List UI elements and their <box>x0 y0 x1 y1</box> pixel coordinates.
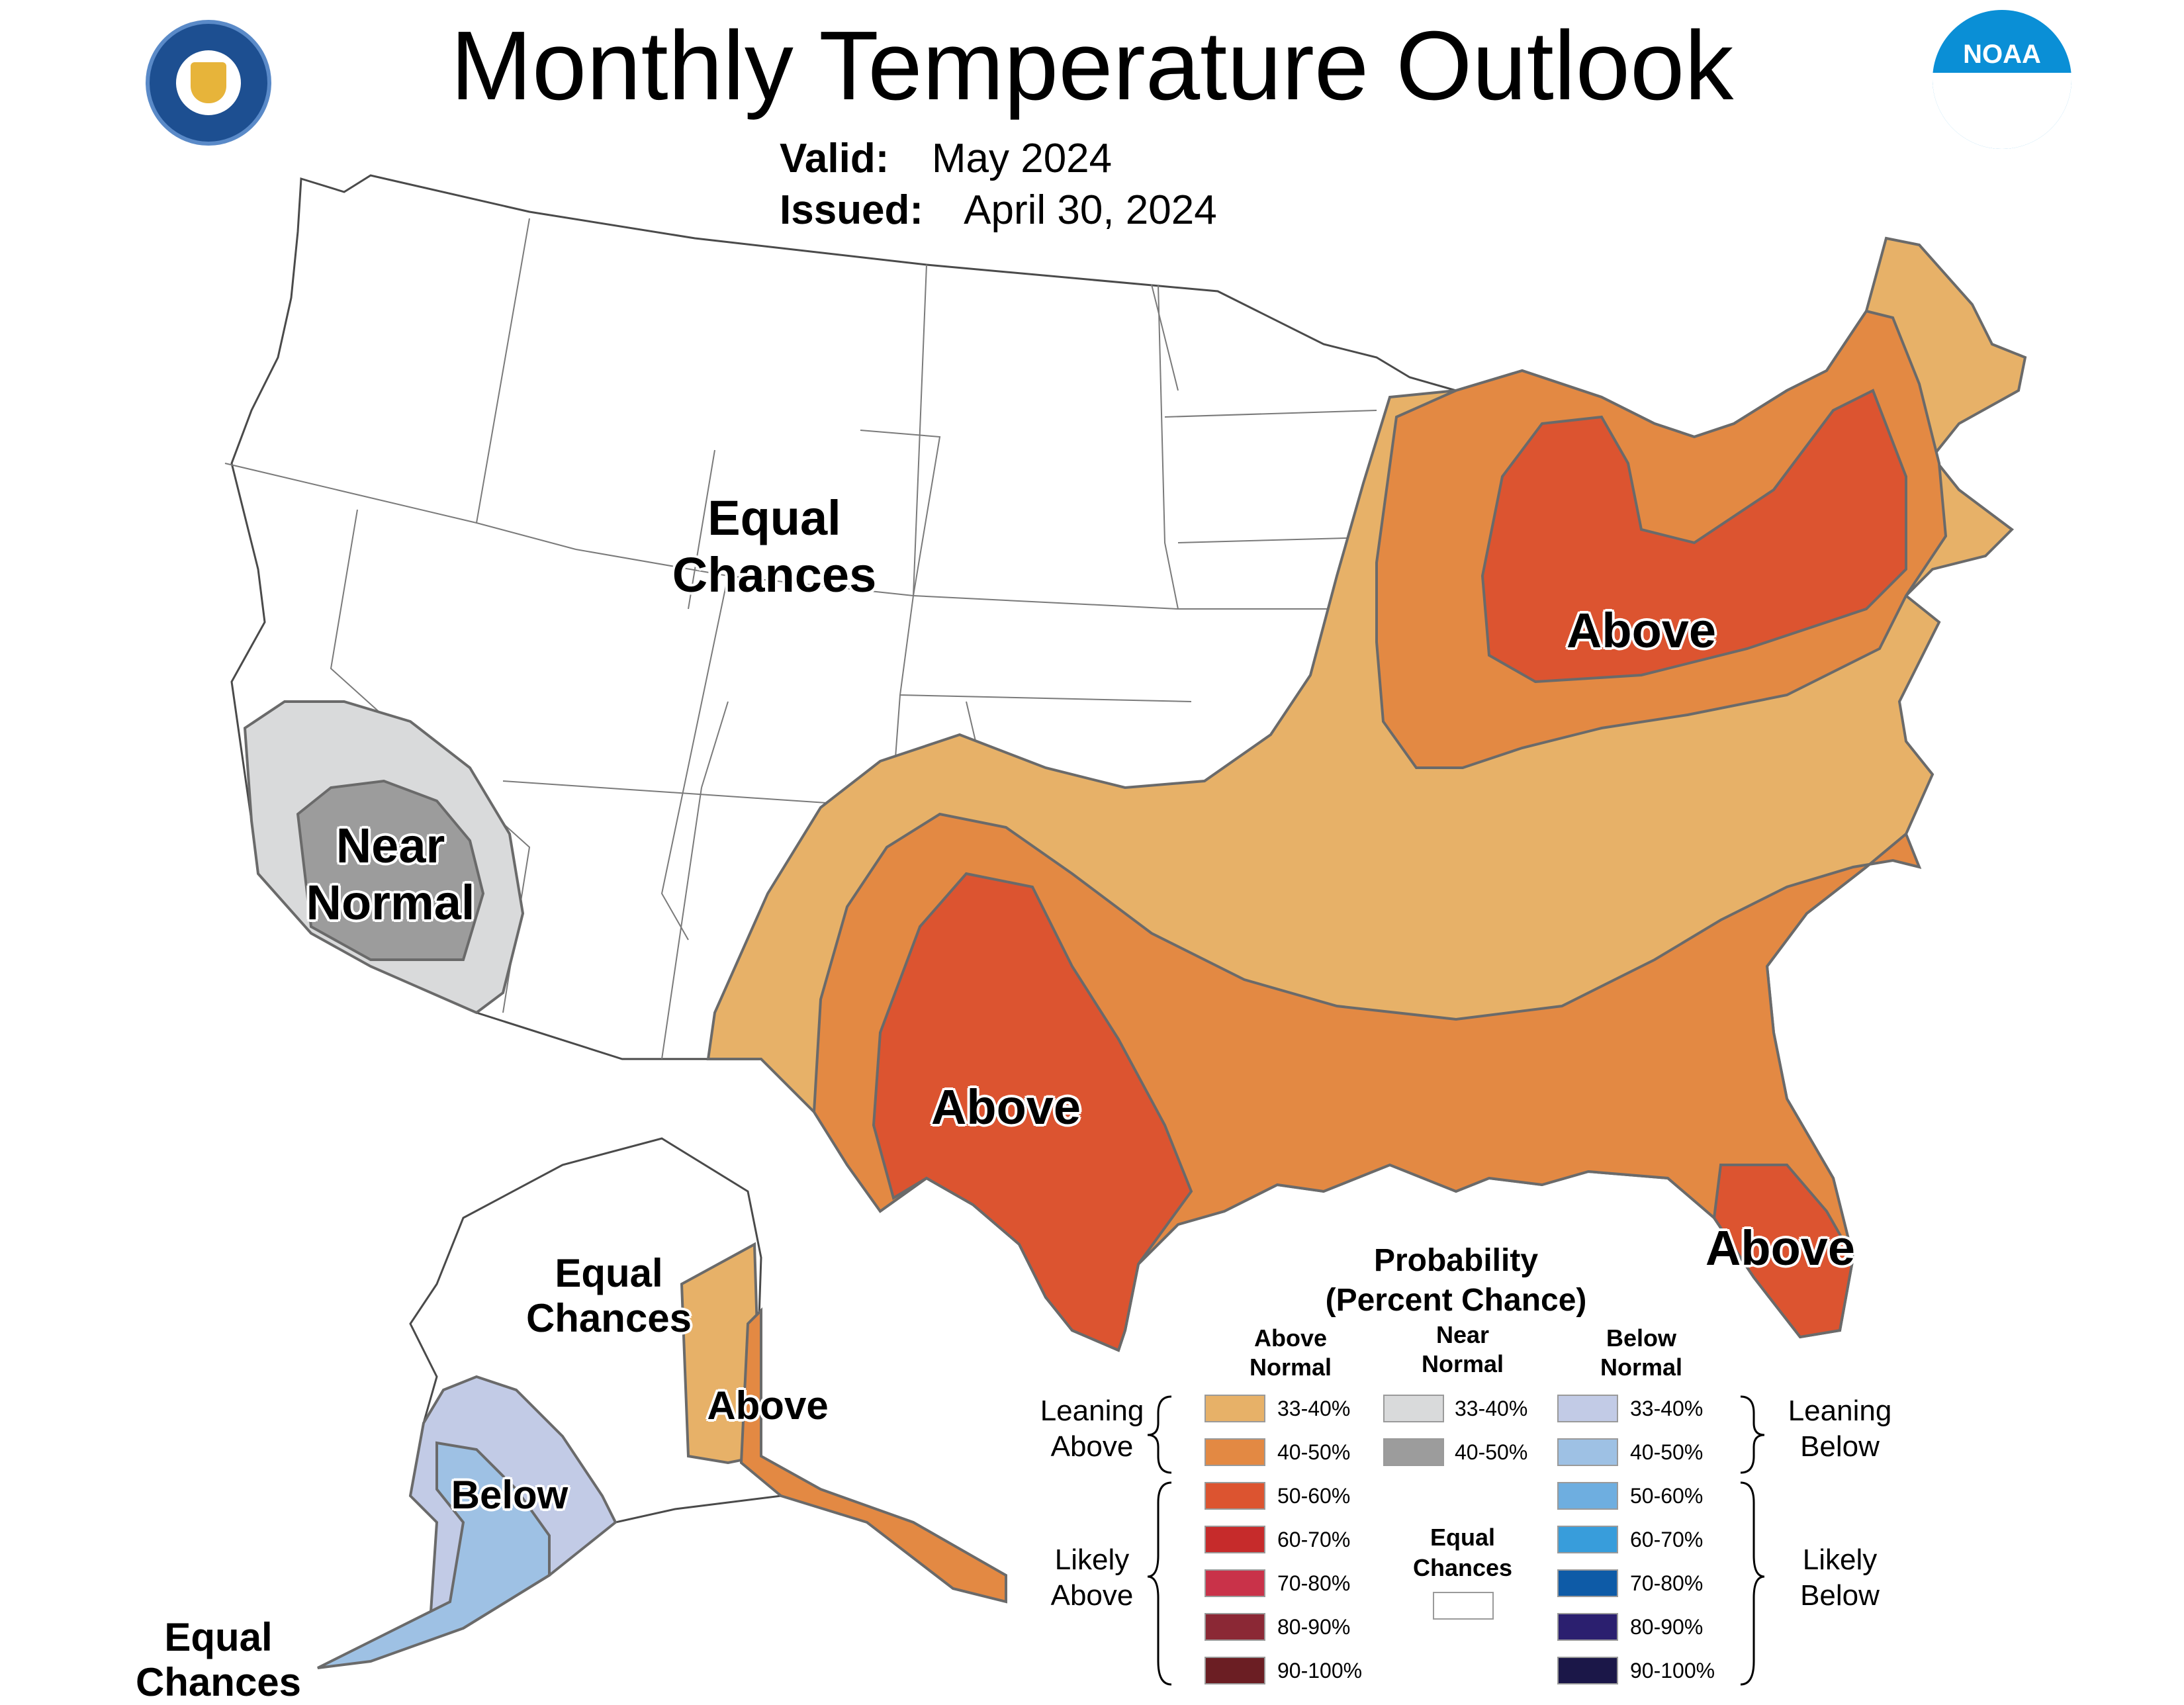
above-50-60-texas-region <box>872 872 1193 1352</box>
legend-above-braces <box>1147 1395 1172 1686</box>
legend-below-header-line1: Below <box>1606 1324 1676 1352</box>
legend-equal-chances-line1: Equal <box>1430 1524 1495 1551</box>
legend-above-swatch-5 <box>1205 1569 1265 1597</box>
legend-likely-below-line1: Likely <box>1802 1544 1878 1576</box>
legend-above-range-label-5: 70-80% <box>1277 1571 1351 1595</box>
legend-above-swatch-4 <box>1205 1526 1265 1553</box>
legend-below-header: Below Normal <box>1555 1324 1727 1382</box>
issued-line: Issued: April 30, 2024 <box>780 187 1217 234</box>
conus-equal-chances-label: Equal Chances <box>649 490 900 604</box>
legend-near-header-line1: Near <box>1435 1321 1490 1348</box>
alaska-equal-label-line2: Chances <box>525 1296 692 1340</box>
legend-equal-chances-line2: Chances <box>1412 1554 1513 1581</box>
noaa-logo-icon: NOAA <box>1933 10 2071 149</box>
legend-above-header: Above Normal <box>1205 1324 1377 1382</box>
legend-title: Probability (Percent Chance) <box>1271 1241 1641 1320</box>
legend-below-swatch-2 <box>1557 1438 1618 1466</box>
legend-leaning-above-label: Leaning Above <box>1013 1393 1171 1465</box>
legend-title-line2: (Percent Chance) <box>1325 1283 1587 1318</box>
legend-below-range-label-5: 70-80% <box>1630 1571 1704 1595</box>
alaska-outline <box>317 1137 1007 1669</box>
alaska-above-label: Above <box>707 1383 829 1428</box>
legend-equal-chances-label: Equal Chances <box>1383 1522 1542 1583</box>
legend-above-swatch-1 <box>1205 1395 1265 1422</box>
department-of-commerce-seal-icon <box>146 20 271 146</box>
legend-below-range-label-3: 50-60% <box>1630 1484 1704 1508</box>
valid-value: May 2024 <box>931 136 1113 181</box>
legend-above-range-label-3: 50-60% <box>1277 1484 1351 1508</box>
above-50-60-great-lakes-region <box>1480 389 1907 684</box>
above-great-lakes-label: Above <box>1566 603 1717 658</box>
legend-likely-below-label: Likely Below <box>1760 1542 1919 1614</box>
alaska-below-label: Below <box>451 1473 569 1517</box>
legend-above-swatch-2 <box>1205 1438 1265 1466</box>
legend-likely-above-line2: Above <box>1050 1579 1134 1612</box>
alaska-equal-chances-label: Equal Chances <box>503 1251 715 1341</box>
near-normal-40-50-region <box>296 779 485 961</box>
conus-equal-label-line1: Equal <box>707 490 841 545</box>
above-texas-label: Above <box>931 1080 1081 1134</box>
legend-above-swatch-6 <box>1205 1613 1265 1641</box>
above-50-60-florida-region <box>1712 1164 1855 1339</box>
legend-near-header: Near Normal <box>1383 1320 1542 1379</box>
legend-near-swatch-1 <box>1383 1395 1444 1422</box>
legend-below-range-label-4: 60-70% <box>1630 1528 1704 1551</box>
legend-leaning-below-line2: Below <box>1800 1430 1880 1463</box>
valid-line: Valid: May 2024 <box>780 136 1112 182</box>
legend-likely-below-line2: Below <box>1800 1579 1880 1612</box>
legend-below-range-label-7: 90-100% <box>1630 1659 1715 1682</box>
legend-equal-chances-swatch <box>1433 1592 1494 1620</box>
near-normal-label: Near Normal <box>278 817 503 931</box>
alaska-below-40-50-region <box>317 1441 551 1669</box>
alaska-sw-equal-chances-label: Equal Chances <box>119 1615 318 1705</box>
alaska-equal-label-line1: Equal <box>555 1251 663 1295</box>
near-normal-label-line1: Near <box>336 818 445 873</box>
legend-leaning-below-label: Leaning Below <box>1760 1393 1919 1465</box>
page-title: Monthly Temperature Outlook <box>450 11 1734 120</box>
conus-equal-label-line2: Chances <box>672 547 877 602</box>
legend-likely-above-label: Likely Above <box>1013 1542 1171 1614</box>
alaska-above-40-50-region <box>739 1307 1007 1604</box>
legend-below-range-label-2: 40-50% <box>1630 1440 1704 1464</box>
legend-title-line1: Probability <box>1373 1243 1539 1278</box>
legend-below-range-label-6: 80-90% <box>1630 1615 1704 1639</box>
issued-label: Issued: <box>780 187 924 233</box>
legend-above-range-label-7: 90-100% <box>1277 1659 1363 1682</box>
legend-below-header-line2: Normal <box>1600 1354 1683 1381</box>
legend-above-range-label-2: 40-50% <box>1277 1440 1351 1464</box>
legend-near-header-line2: Normal <box>1421 1350 1504 1377</box>
alaska-sw-equal-label-line1: Equal <box>164 1615 273 1659</box>
legend-above-range-label-1: 33-40% <box>1277 1397 1351 1420</box>
above-florida-label: Above <box>1705 1221 1856 1275</box>
legend-above-header-line2: Normal <box>1249 1354 1332 1381</box>
legend-above-range-label-4: 60-70% <box>1277 1528 1351 1551</box>
near-normal-label-line2: Normal <box>306 875 475 930</box>
legend-leaning-below-line1: Leaning <box>1788 1395 1892 1427</box>
legend-leaning-above-line1: Leaning <box>1040 1395 1144 1427</box>
legend-below-swatch-3 <box>1557 1482 1618 1510</box>
legend-above-swatch-7 <box>1205 1657 1265 1684</box>
alaska-sw-equal-label-line2: Chances <box>135 1660 302 1704</box>
legend-below-swatch-6 <box>1557 1613 1618 1641</box>
legend-likely-above-line1: Likely <box>1054 1544 1130 1576</box>
legend-below-swatch-5 <box>1557 1569 1618 1597</box>
legend-above-header-line1: Above <box>1253 1324 1328 1352</box>
issued-value: April 30, 2024 <box>964 187 1217 233</box>
legend-above-range-label-6: 80-90% <box>1277 1615 1351 1639</box>
legend-near-range-label-1: 33-40% <box>1455 1397 1528 1420</box>
legend-below-range-label-1: 33-40% <box>1630 1397 1704 1420</box>
legend-below-swatch-1 <box>1557 1395 1618 1422</box>
legend-above-swatch-3 <box>1205 1482 1265 1510</box>
legend-below-swatch-4 <box>1557 1526 1618 1553</box>
valid-label: Valid: <box>780 136 889 181</box>
noaa-logo-text: NOAA <box>1963 40 2041 69</box>
legend-near-swatch-2 <box>1383 1438 1444 1466</box>
legend-below-braces <box>1740 1395 1765 1686</box>
legend-below-swatch-7 <box>1557 1657 1618 1684</box>
legend-leaning-above-line2: Above <box>1050 1430 1134 1463</box>
legend-near-range-label-2: 40-50% <box>1455 1440 1528 1464</box>
